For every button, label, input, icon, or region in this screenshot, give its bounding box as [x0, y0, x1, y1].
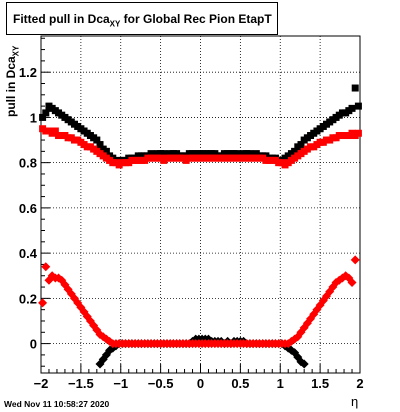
y-tick-label: 0.6 [19, 201, 37, 216]
y-axis-label: pull in DcaXY [4, 46, 20, 117]
title-box: Fitted pull in DcaXY for Global Rec Pion… [6, 2, 278, 35]
data-point-square [297, 141, 305, 149]
data-point-square [102, 147, 110, 155]
axis-ticks [40, 37, 361, 373]
x-tick-label: −2 [34, 376, 49, 391]
y-tick-label: 0.2 [19, 291, 37, 306]
y-tick-label: 1 [30, 110, 37, 125]
data-point-square [51, 127, 59, 135]
data-markers [38, 84, 362, 369]
data-point-diamond [38, 298, 48, 308]
x-tick-label: 2 [356, 376, 363, 391]
data-point-square [96, 141, 104, 149]
title-tail: for Global Rec Pion EtapT [120, 12, 272, 26]
x-tick-label: 0 [197, 376, 204, 391]
y-axis-label-subscript: XY [11, 45, 21, 57]
data-point-square [354, 102, 362, 110]
x-tick-label: 1 [277, 376, 284, 391]
x-tick-label: 1.5 [311, 376, 329, 391]
data-point-square [93, 136, 101, 144]
x-tick-label: −1.5 [68, 376, 94, 391]
y-tick-label: 0.8 [19, 156, 37, 171]
data-point-square [291, 147, 299, 155]
x-tick-label: −1 [113, 376, 128, 391]
title-subscript: XY [109, 19, 121, 29]
y-tick-label: 1.2 [19, 65, 37, 80]
data-point-square [351, 84, 359, 92]
x-tick-label: 0.5 [231, 376, 249, 391]
y-tick-label: 0.4 [19, 246, 38, 261]
data-point-square [354, 129, 362, 137]
data-point-diamond [299, 359, 309, 369]
data-point-square [348, 104, 356, 112]
x-tick-label: −0.5 [148, 376, 174, 391]
data-point-square [42, 109, 50, 117]
data-point-diamond [350, 255, 360, 265]
chart-title: Fitted pull in DcaXY for Global Rec Pion… [13, 12, 272, 28]
y-axis-label-main: pull in Dca [4, 56, 18, 117]
data-point-diamond [347, 278, 357, 288]
x-axis-label: η [351, 394, 359, 409]
data-point-square [39, 113, 47, 121]
timestamp: Wed Nov 11 10:58:27 2020 [4, 399, 110, 409]
y-tick-label: 0 [30, 337, 37, 352]
data-point-diamond [41, 262, 51, 272]
tick-labels: −2 −1.5 −1 −0.5 0 0.5 1 1.5 2 0 0.2 0.4 0.6 0.8 1 1.2 [19, 65, 364, 391]
title-main: Fitted pull in Dca [13, 12, 110, 26]
